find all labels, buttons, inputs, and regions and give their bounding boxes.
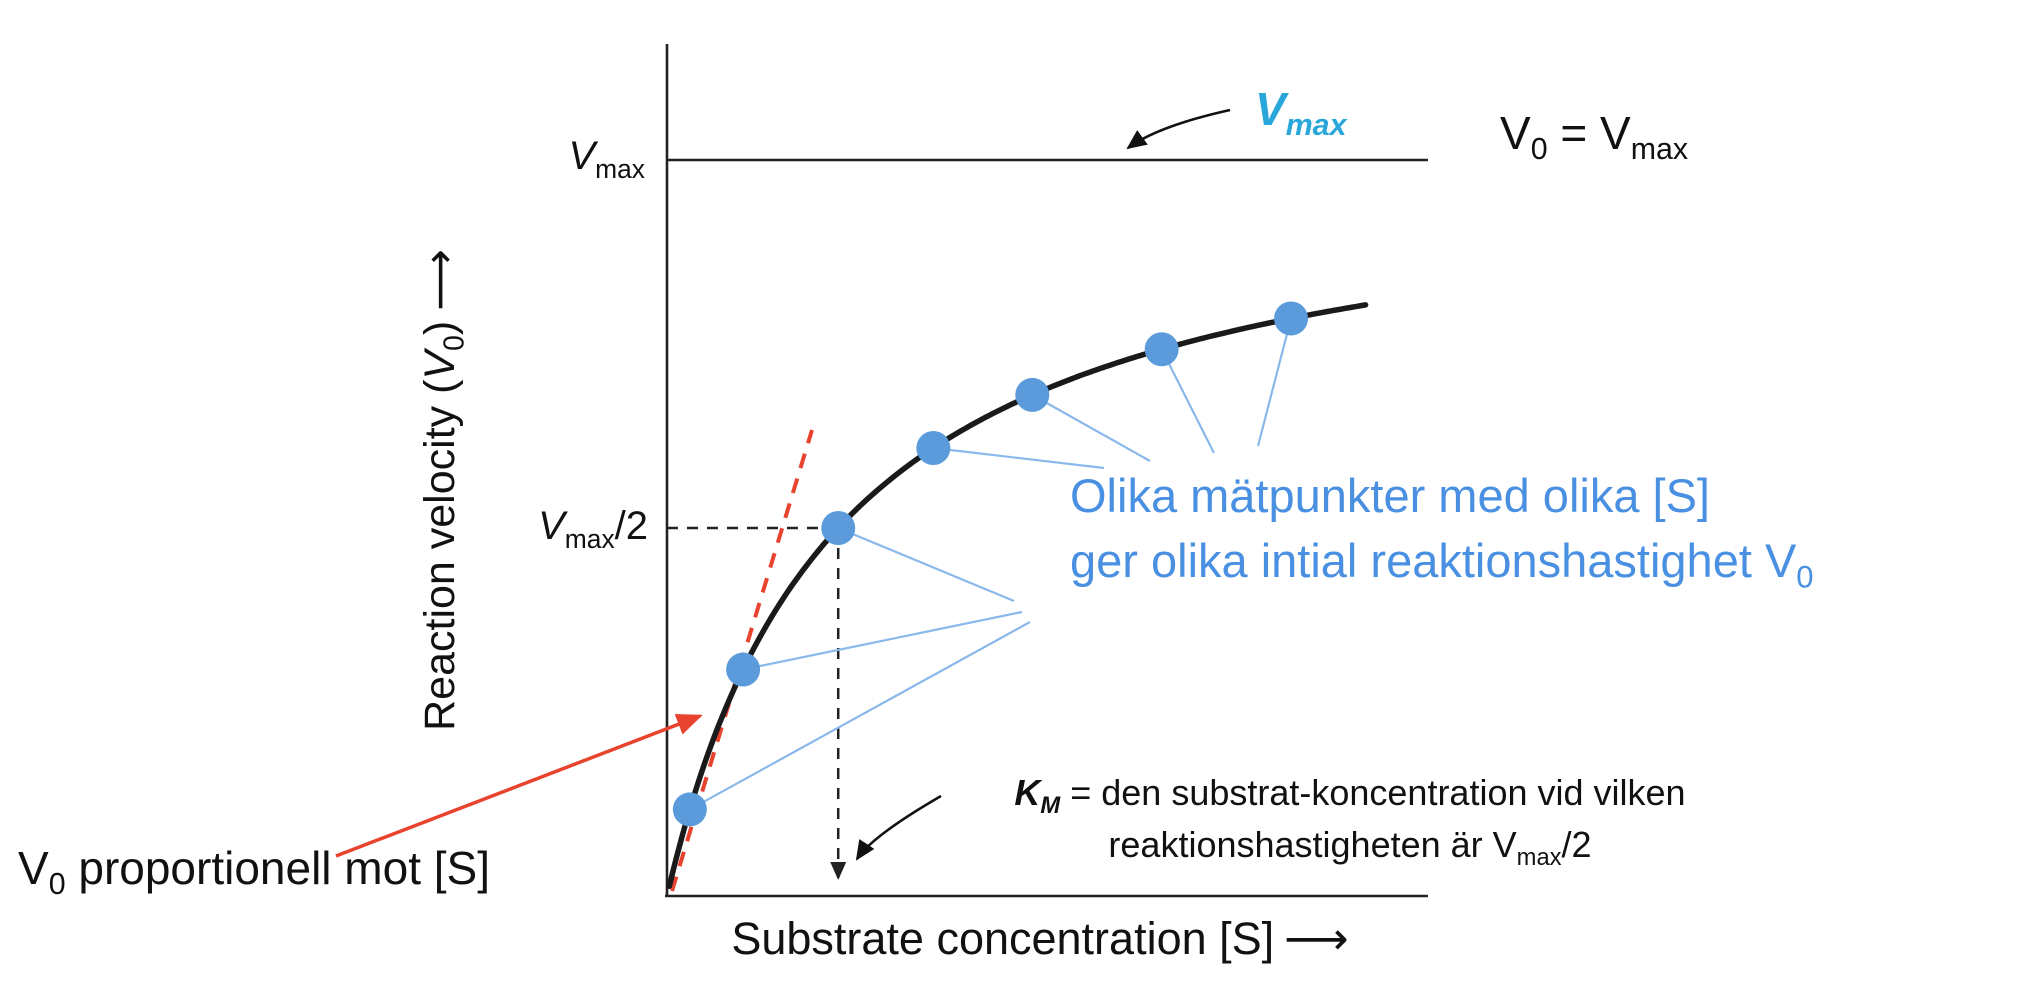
- x-axis-text: Substrate concentration [S]: [731, 913, 1275, 964]
- km-line2-pre: reaktionshastigheten är V: [1108, 824, 1517, 866]
- vmax-v: V: [568, 134, 596, 178]
- vmax-sub: max: [595, 154, 645, 184]
- v0prop-rest: proportionell mot [S]: [65, 842, 490, 894]
- km-note-line2: reaktionshastigheten är Vmax/2: [950, 822, 1750, 874]
- v0eq-sub1: 0: [1530, 133, 1548, 167]
- leader-line: [689, 621, 1031, 811]
- leader-line: [1160, 348, 1215, 454]
- km-definition-note: KM = den substrat-koncentration vid vilk…: [950, 770, 1750, 874]
- x-axis-title: Substrate concentration [S] ⟶: [690, 912, 1390, 965]
- y-axis-arrow-icon: ⟶: [415, 249, 465, 311]
- x-axis-arrow-icon: ⟶: [1284, 912, 1349, 965]
- v0-proportional-label: V0 proportionell mot [S]: [18, 841, 490, 902]
- note-line2: ger olika intial reaktionshastighet V0: [1070, 529, 1814, 599]
- km-symbol: K: [1014, 772, 1041, 813]
- vmax-callout-label: Vmax: [1255, 82, 1346, 143]
- measurement-note: Olika mätpunkter med olika [S] ger olika…: [1070, 464, 1814, 599]
- y-axis-post: ): [416, 320, 464, 336]
- y-axis-v: V: [416, 350, 464, 380]
- leader-line: [933, 446, 1105, 470]
- y-axis-title: Reaction velocity (V0) ⟶: [415, 180, 471, 800]
- km-line2-post: /2: [1561, 824, 1592, 866]
- data-point: [1274, 301, 1309, 336]
- y-axis-pre: Reaction velocity (: [416, 379, 464, 731]
- note-line2-text: ger olika intial reaktionshastighet V: [1070, 533, 1797, 587]
- vmax-half-v: V: [538, 504, 565, 548]
- note-line2-sub: 0: [1796, 559, 1814, 595]
- v0eq-sub2: max: [1630, 133, 1689, 167]
- note-line1: Olika mätpunkter med olika [S]: [1070, 469, 1710, 522]
- data-point: [916, 431, 951, 465]
- vmax-axis-label: Vmax: [495, 134, 645, 185]
- data-point: [821, 511, 856, 545]
- data-point: [1015, 377, 1050, 412]
- leader-line: [837, 526, 1015, 603]
- v0-proportional-arrow: [335, 713, 703, 858]
- km-callout-arrow: [855, 794, 942, 861]
- km-note-line1: KM = den substrat-koncentration vid vilk…: [950, 770, 1750, 822]
- vmax-half-sub: max: [564, 524, 615, 554]
- data-point: [672, 792, 707, 827]
- km-line1-rest: = den substrat-koncentration vid vilken: [1060, 772, 1686, 813]
- vmax-callout-sub: max: [1285, 109, 1347, 143]
- v0prop-v: V: [18, 842, 49, 894]
- v0eq-eq: =: [1547, 107, 1601, 159]
- leader-line: [742, 610, 1023, 671]
- leader-line: [1256, 318, 1293, 447]
- v0-equals-vmax-label: V0 = Vmax: [1500, 106, 1688, 167]
- vmax-callout-v: V: [1255, 83, 1286, 135]
- vmax-half-axis-label: Vmax/2: [430, 504, 648, 555]
- data-point: [1144, 332, 1179, 367]
- v0prop-sub: 0: [48, 868, 66, 902]
- v0eq-v2: V: [1600, 107, 1631, 159]
- leader-line: [1031, 393, 1151, 462]
- km-line2-sub: max: [1516, 844, 1562, 872]
- vmax-callout-arrow: [1126, 108, 1231, 150]
- y-axis-sub: 0: [438, 335, 471, 351]
- v0eq-v1: V: [1500, 107, 1531, 159]
- vmax-half-suffix: /2: [614, 504, 648, 548]
- data-point: [726, 652, 761, 687]
- km-symbol-sub: M: [1040, 792, 1061, 820]
